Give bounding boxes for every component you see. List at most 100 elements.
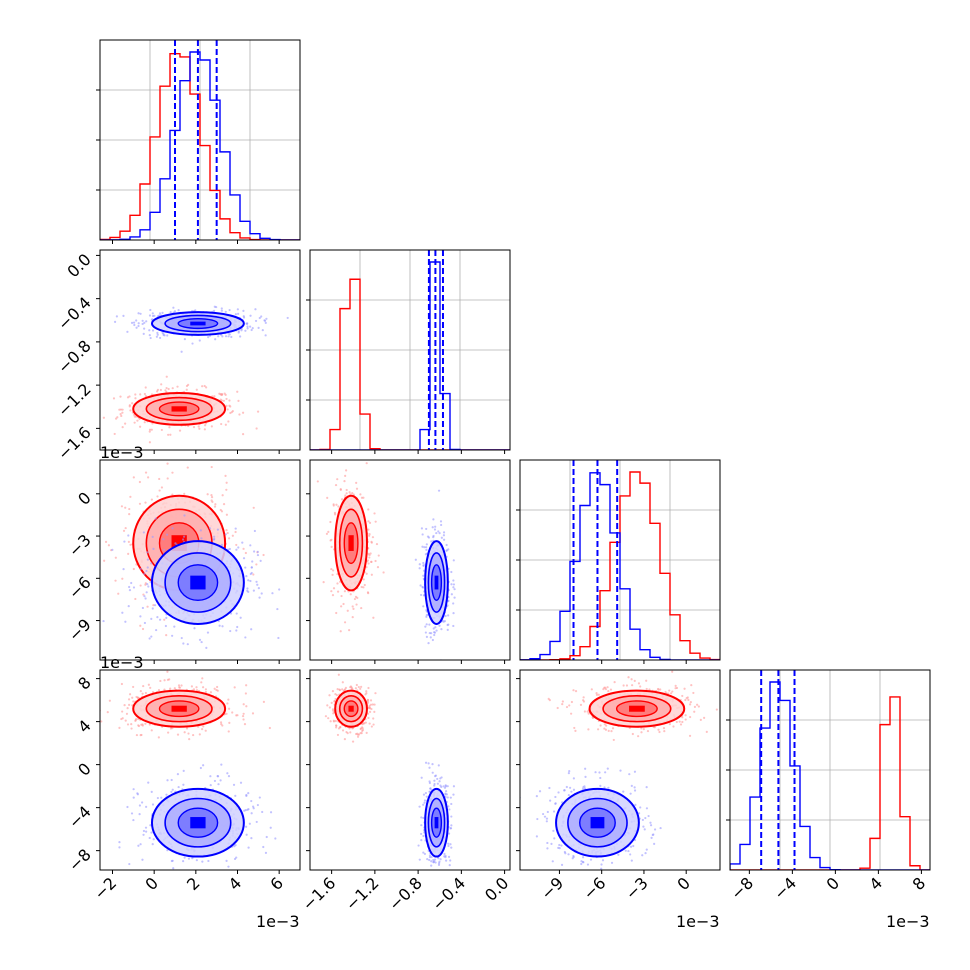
sample-point [330, 567, 333, 571]
sample-point [245, 575, 248, 578]
sample-point [141, 627, 145, 631]
sample-point [148, 723, 151, 726]
sample-point [229, 629, 232, 633]
sample-point [163, 618, 166, 621]
sample-point [447, 855, 451, 858]
sample-point [192, 426, 196, 429]
sample-point [268, 726, 271, 730]
sample-point [150, 498, 153, 501]
sample-point [337, 673, 340, 676]
sample-point [452, 611, 455, 615]
sample-point [333, 511, 337, 514]
panel-frame [309, 459, 511, 661]
sample-point [138, 480, 141, 484]
sample-point [425, 623, 428, 626]
sample-point [168, 426, 171, 429]
sample-point [183, 856, 186, 859]
sample-point [251, 327, 254, 330]
sample-point [428, 766, 431, 769]
sample-point [452, 579, 455, 582]
sample-point [195, 859, 198, 862]
sample-point [421, 545, 424, 548]
sample-point [230, 411, 233, 414]
sample-point [239, 335, 242, 338]
sample-point [244, 636, 247, 639]
y-tick-label: −1.2 [54, 380, 95, 421]
sample-point [452, 602, 455, 605]
sample-point [123, 704, 126, 707]
sample-point [367, 686, 370, 690]
sample-point [365, 692, 368, 695]
sample-point [203, 384, 206, 388]
sample-point [106, 711, 109, 714]
sample-point [120, 717, 123, 721]
sample-point [228, 707, 231, 710]
sample-point [209, 691, 213, 694]
sample-point [438, 876, 440, 878]
sample-point [154, 517, 157, 520]
sample-point [684, 718, 687, 721]
sample-point [148, 836, 151, 840]
sample-point [150, 831, 153, 834]
sample-point [367, 562, 370, 565]
sample-point [646, 729, 650, 733]
sample-point [439, 777, 442, 780]
sample-point [141, 723, 144, 726]
sample-point [146, 605, 149, 608]
sample-point [688, 734, 692, 737]
sample-point [597, 728, 600, 731]
sample-point [376, 566, 380, 569]
sample-point [370, 707, 373, 711]
sample-point [424, 631, 427, 634]
sample-point [141, 858, 144, 861]
sample-point [256, 410, 260, 413]
sample-point [265, 835, 268, 839]
sample-point [436, 782, 439, 785]
sample-point [375, 542, 379, 546]
sample-point [367, 508, 370, 511]
sample-point [612, 738, 615, 742]
sample-point [233, 686, 236, 689]
sample-point [447, 623, 450, 626]
sample-point [200, 537, 203, 540]
sample-point [237, 546, 240, 549]
sample-point [96, 405, 98, 407]
sample-point [240, 329, 243, 332]
sample-point [163, 688, 166, 691]
sample-point [214, 503, 217, 506]
sample-point [147, 683, 150, 686]
sample-point [201, 860, 204, 863]
sample-point [236, 714, 239, 717]
sample-point [256, 553, 260, 557]
sample-point [207, 336, 210, 339]
sample-point [221, 724, 224, 727]
sample-point [625, 684, 629, 687]
sample-point [220, 543, 223, 546]
sample-point [219, 779, 222, 782]
sample-point [149, 336, 152, 340]
sample-point [425, 615, 428, 618]
sample-point [157, 689, 161, 692]
sample-point [348, 491, 351, 494]
sample-point [201, 728, 204, 731]
sample-point [127, 552, 130, 555]
sample-point [166, 670, 169, 673]
x-tick-label: −1.2 [342, 873, 383, 914]
sample-point [199, 766, 202, 770]
sample-point [209, 872, 211, 874]
sample-point [126, 805, 129, 809]
sample-point [226, 702, 229, 705]
sample-point [223, 392, 226, 395]
sample-point [113, 432, 116, 436]
sample-point [679, 723, 683, 726]
sample-point [145, 805, 148, 808]
sample-point [595, 691, 598, 695]
panel-3-2: −9 −6 −3 0 [516, 669, 721, 904]
sample-point [345, 492, 348, 495]
sample-point [330, 545, 333, 548]
sample-point [331, 573, 334, 576]
sample-point [213, 687, 216, 690]
sample-point [439, 858, 442, 861]
sample-point [241, 714, 245, 718]
sample-point [364, 721, 367, 724]
